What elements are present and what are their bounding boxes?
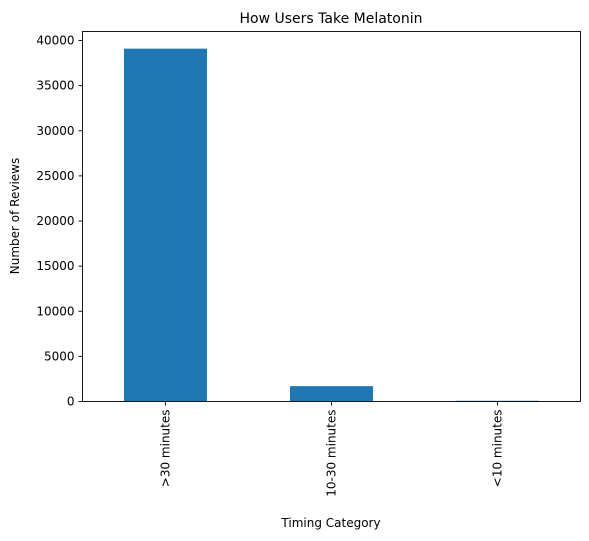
y-tick-label: 35000 xyxy=(36,79,74,93)
y-tick-label: 20000 xyxy=(36,214,74,228)
chart-title: How Users Take Melatonin xyxy=(240,11,423,27)
y-tick-label: 40000 xyxy=(36,34,74,48)
bar xyxy=(124,48,207,402)
y-tick-label: 10000 xyxy=(36,304,74,318)
y-axis: 0 5000 10000 15000 20000 25000 30000 35000 40000 xyxy=(36,34,83,409)
x-axis: >30 minutes 10-30 minutes <10 minutes xyxy=(159,401,505,497)
y-tick-label: 0 xyxy=(67,395,75,409)
x-tick-label: 10-30 minutes xyxy=(325,410,339,497)
plot-frame xyxy=(82,31,581,402)
bars xyxy=(124,48,539,402)
x-tick-label: >30 minutes xyxy=(159,410,173,488)
y-tick-label: 30000 xyxy=(36,124,74,138)
y-tick-label: 15000 xyxy=(36,259,74,273)
bar xyxy=(290,386,373,402)
y-axis-label: Number of Reviews xyxy=(8,158,22,274)
x-tick-label: <10 minutes xyxy=(491,410,505,488)
y-tick-label: 5000 xyxy=(44,349,75,363)
x-axis-label: Timing Category xyxy=(280,516,380,530)
y-tick-label: 25000 xyxy=(36,169,74,183)
